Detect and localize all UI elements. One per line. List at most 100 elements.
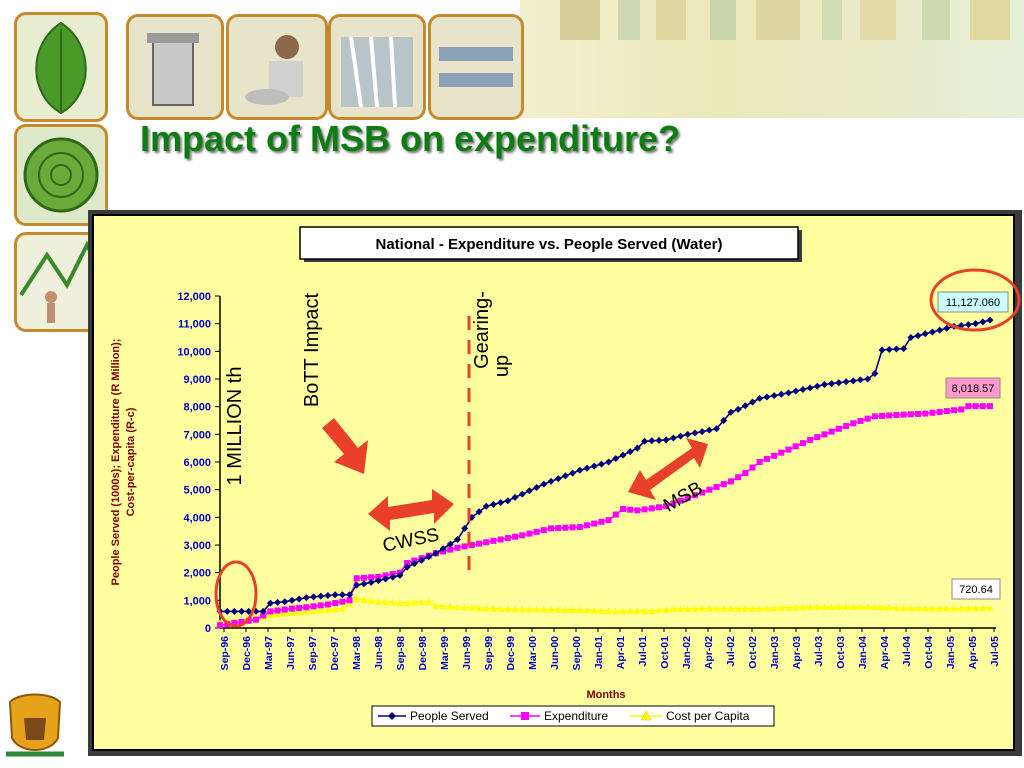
y-tick-label: 12,000 (177, 291, 211, 303)
expenditure-point (850, 420, 857, 427)
people-served-point (540, 480, 548, 488)
cost-per-capita-point (382, 598, 390, 606)
people-served-point (403, 563, 411, 571)
y-tick-label: 5,000 (183, 485, 211, 497)
expenditure-point (490, 537, 497, 544)
slide-title: Impact of MSB on expenditure? (140, 118, 681, 159)
people-served-line (220, 319, 991, 613)
cost-per-capita-point (957, 604, 965, 612)
expenditure-point (353, 575, 360, 582)
people-served-point (223, 607, 231, 615)
people-served-point (770, 392, 778, 400)
expenditure-point (655, 504, 662, 511)
people-served-point (432, 549, 440, 557)
people-served-point (720, 417, 728, 424)
people-served-point (878, 346, 886, 354)
expenditure-point (562, 524, 569, 531)
people-served-point (756, 394, 764, 402)
people-served-point (842, 378, 850, 386)
people-served-point (554, 475, 562, 483)
cost-per-capita-point (439, 602, 447, 610)
x-tick-label: Sep-98 (395, 636, 407, 671)
cost-per-capita-point (338, 605, 346, 612)
expenditure-point (677, 497, 684, 504)
expenditure-point (663, 503, 670, 510)
x-tick-label: Mar-98 (351, 636, 363, 670)
x-tick-label: Apr-03 (791, 636, 803, 669)
expenditure-point (922, 410, 929, 417)
cost-per-capita-point (446, 603, 454, 610)
expenditure-point (785, 446, 792, 453)
x-tick-label: Jan-03 (769, 636, 781, 669)
x-tick-label: Jun-98 (373, 636, 385, 670)
annotation-1-million: 1 MILLION th (224, 367, 246, 486)
expenditure-point (332, 600, 339, 607)
people-served-point (518, 490, 526, 498)
expenditure-point (476, 540, 483, 547)
y-tick-label: 2,000 (183, 568, 211, 580)
y-axis-label-line2: Cost-per-capita (R-c) (125, 407, 137, 516)
cost-per-capita-point (576, 606, 584, 614)
expenditure-point (670, 500, 677, 507)
cost-per-capita-point (892, 604, 900, 611)
water-tank-icon (147, 33, 199, 106)
washing-photo-tile (226, 14, 328, 120)
annotation-gearing-line2: up (491, 355, 513, 377)
expenditure-point (915, 410, 922, 417)
expenditure-point (461, 543, 468, 550)
people-served-point (360, 580, 368, 588)
cost-per-capita-point (835, 603, 843, 610)
expenditure-point (317, 602, 324, 609)
people-served-point (928, 328, 936, 336)
cost-per-capita-point (432, 602, 440, 609)
cost-per-capita-point (554, 606, 562, 613)
cost-per-capita-point (540, 606, 548, 613)
expenditure-point (454, 544, 461, 551)
expenditure-point (778, 449, 785, 456)
cost-per-capita-point (820, 603, 828, 611)
cost-per-capita-point (302, 608, 310, 615)
cost-per-capita-point (842, 603, 850, 610)
expenditure-point (857, 417, 864, 424)
cost-per-capita-point (324, 606, 332, 613)
people-served-point (410, 560, 418, 568)
people-served-point (331, 591, 339, 599)
x-tick-label: Jan-05 (945, 636, 957, 669)
pipes-icon (439, 47, 513, 87)
x-tick-label: Sep-97 (307, 636, 319, 671)
cost-per-capita-point (475, 604, 483, 612)
people-served-point (662, 436, 670, 444)
cost-per-capita-point (310, 607, 318, 614)
expenditure-point (749, 464, 756, 471)
people-served-point (691, 429, 699, 437)
people-served-point (792, 387, 800, 395)
expenditure-point (339, 598, 346, 605)
people-served-point (425, 553, 433, 561)
x-tick-label: Dec-96 (241, 636, 253, 671)
cost-per-capita-point (914, 604, 922, 612)
cost-per-capita-point (785, 604, 793, 611)
cost-per-capita-point (295, 608, 303, 616)
cost-per-capita-point (979, 604, 987, 612)
cost-per-capita-point (770, 604, 778, 612)
cost-end-label-box (951, 578, 1001, 600)
cost-per-capita-point (749, 605, 757, 612)
expenditure-point (591, 520, 598, 527)
people-served-point (677, 432, 685, 440)
bott-arrow (322, 418, 368, 474)
people-served-point (936, 326, 944, 334)
expenditure-point (706, 486, 713, 493)
people-served-point (612, 455, 620, 463)
x-tick-label: Jul-04 (901, 636, 913, 667)
x-tick-label: Jul-01 (637, 636, 649, 667)
people-served-point (238, 607, 246, 615)
cost-per-capita-point (928, 605, 936, 612)
annotation-gearing-line1: Gearing- (471, 291, 493, 369)
cost-per-capita-point (806, 603, 814, 611)
people-served-point (259, 607, 267, 615)
chart-title-box (299, 226, 799, 260)
legend-label-people: People Served (410, 709, 489, 723)
expenditure-point (835, 425, 842, 432)
people-served-point (346, 591, 354, 599)
expenditure-point (828, 428, 835, 435)
